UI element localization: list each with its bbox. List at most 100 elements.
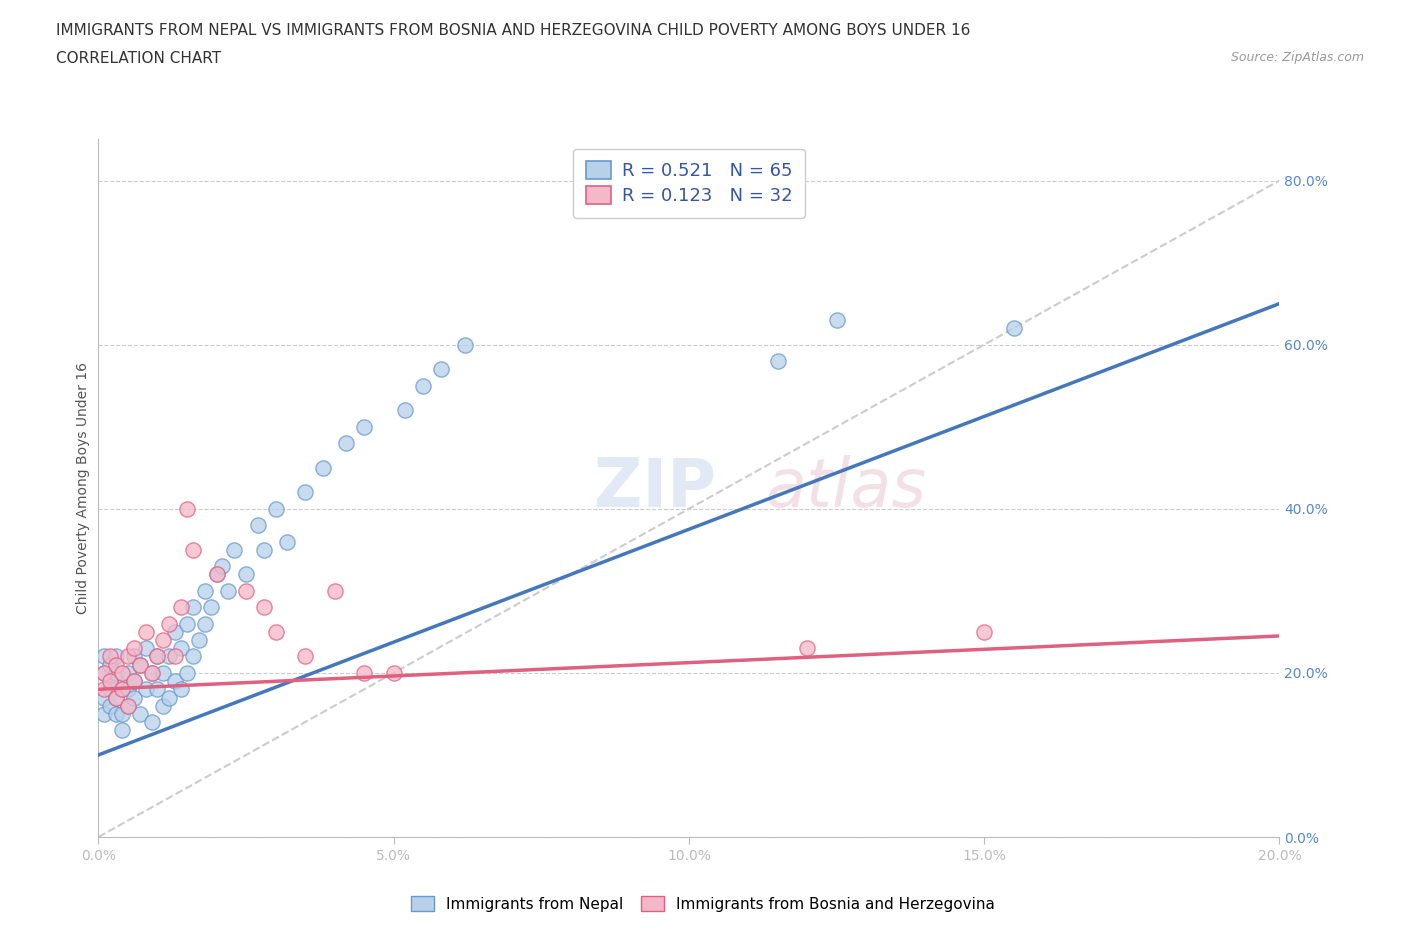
Point: [323, 583, 346, 598]
Point: [382, 666, 405, 681]
Point: [117, 682, 139, 697]
Point: [170, 682, 193, 697]
Point: [312, 460, 335, 475]
Point: [224, 542, 246, 557]
Point: [205, 567, 228, 582]
Point: [825, 312, 848, 327]
Point: [181, 542, 204, 557]
Point: [141, 666, 163, 681]
Point: [122, 673, 145, 688]
Point: [128, 658, 150, 672]
Point: [194, 583, 217, 598]
Point: [141, 666, 163, 681]
Point: [111, 682, 134, 697]
Point: [394, 403, 416, 418]
Point: [181, 600, 204, 615]
Point: [117, 666, 139, 681]
Point: [111, 666, 134, 681]
Point: [294, 649, 316, 664]
Point: [105, 658, 128, 672]
Point: [205, 567, 228, 582]
Point: [412, 379, 434, 393]
Point: [117, 649, 139, 664]
Point: [211, 559, 233, 574]
Point: [93, 666, 115, 681]
Point: [766, 353, 789, 368]
Point: [796, 641, 818, 656]
Y-axis label: Child Poverty Among Boys Under 16: Child Poverty Among Boys Under 16: [76, 363, 90, 614]
Point: [146, 649, 169, 664]
Point: [973, 624, 995, 639]
Point: [235, 567, 257, 582]
Point: [98, 673, 121, 688]
Point: [264, 624, 287, 639]
Point: [146, 649, 169, 664]
Point: [128, 707, 150, 722]
Point: [157, 617, 180, 631]
Point: [170, 641, 193, 656]
Point: [246, 518, 269, 533]
Point: [194, 617, 217, 631]
Point: [111, 707, 134, 722]
Point: [453, 338, 475, 352]
Point: [253, 542, 276, 557]
Point: [253, 600, 276, 615]
Point: [135, 624, 157, 639]
Text: ZIP: ZIP: [595, 456, 717, 521]
Point: [117, 698, 139, 713]
Point: [93, 707, 115, 722]
Point: [1002, 321, 1025, 336]
Point: [146, 682, 169, 697]
Point: [152, 632, 174, 647]
Point: [176, 617, 198, 631]
Point: [122, 641, 145, 656]
Point: [98, 682, 121, 697]
Point: [111, 682, 134, 697]
Point: [128, 658, 150, 672]
Text: Source: ZipAtlas.com: Source: ZipAtlas.com: [1230, 51, 1364, 64]
Point: [157, 690, 180, 705]
Point: [105, 666, 128, 681]
Point: [122, 649, 145, 664]
Point: [187, 632, 209, 647]
Point: [98, 673, 121, 688]
Point: [122, 673, 145, 688]
Point: [105, 690, 128, 705]
Point: [200, 600, 222, 615]
Point: [122, 690, 145, 705]
Point: [141, 714, 163, 729]
Point: [430, 362, 453, 377]
Point: [165, 624, 187, 639]
Point: [353, 419, 375, 434]
Point: [294, 485, 316, 499]
Legend: R = 0.521   N = 65, R = 0.123   N = 32: R = 0.521 N = 65, R = 0.123 N = 32: [572, 149, 806, 218]
Text: CORRELATION CHART: CORRELATION CHART: [56, 51, 221, 66]
Point: [152, 666, 174, 681]
Point: [176, 666, 198, 681]
Point: [181, 649, 204, 664]
Point: [98, 698, 121, 713]
Point: [105, 690, 128, 705]
Point: [98, 649, 121, 664]
Point: [93, 649, 115, 664]
Point: [235, 583, 257, 598]
Point: [335, 435, 357, 450]
Point: [217, 583, 239, 598]
Point: [170, 600, 193, 615]
Point: [98, 658, 121, 672]
Point: [105, 707, 128, 722]
Point: [105, 649, 128, 664]
Point: [93, 666, 115, 681]
Point: [165, 673, 187, 688]
Point: [135, 682, 157, 697]
Point: [93, 690, 115, 705]
Point: [264, 501, 287, 516]
Point: [276, 534, 298, 549]
Point: [165, 649, 187, 664]
Point: [117, 698, 139, 713]
Point: [353, 666, 375, 681]
Point: [93, 682, 115, 697]
Text: atlas: atlas: [766, 456, 927, 521]
Legend: Immigrants from Nepal, Immigrants from Bosnia and Herzegovina: Immigrants from Nepal, Immigrants from B…: [405, 890, 1001, 918]
Point: [152, 698, 174, 713]
